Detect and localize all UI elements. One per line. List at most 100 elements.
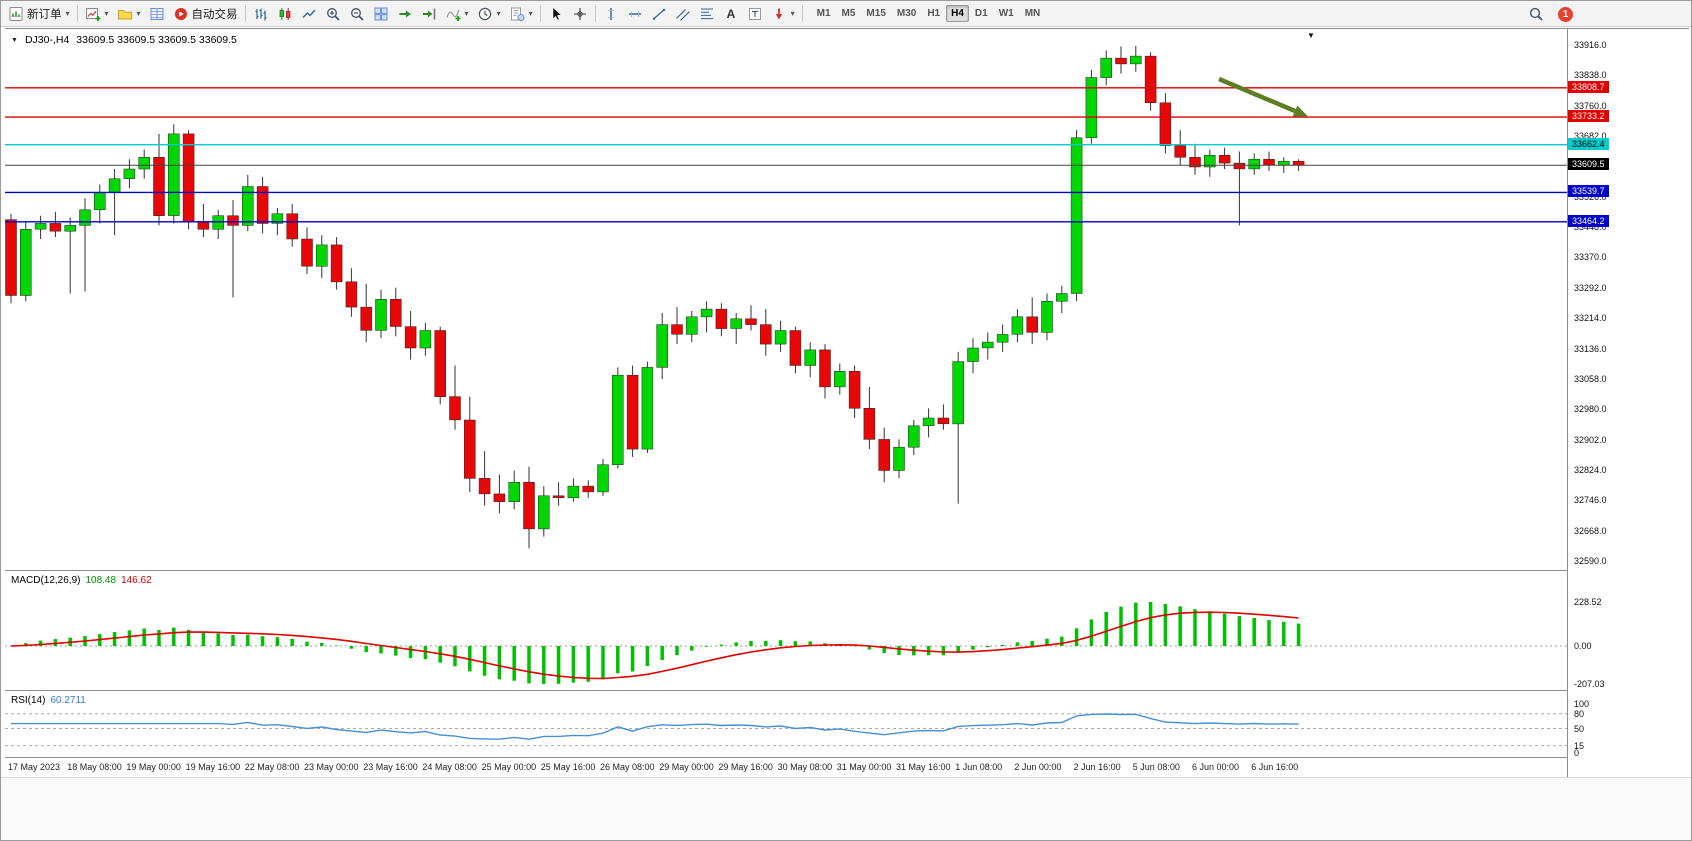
- rsi-axis-label: 0: [1574, 748, 1580, 758]
- dropdown-arrow-icon: ▾: [528, 9, 533, 18]
- time-axis-label: 26 May 08:00: [600, 762, 655, 772]
- price-level-tag: 33808.7: [1568, 80, 1609, 93]
- time-axis-label: 5 Jun 08:00: [1132, 762, 1180, 772]
- candles-group: [5, 46, 1305, 549]
- price-level-tag: 33733.2: [1568, 110, 1609, 123]
- new-order-button[interactable]: 新订单 ▾: [4, 2, 74, 25]
- toolbar: 新订单 ▾ ▾ ▾ 自动交易 ▾ ▾ ▾ A ▾ M1 M5 M15 M30 H1 H4 D1 W1 MN 1: [1, 1, 1691, 27]
- templates-button[interactable]: ▾: [505, 2, 537, 25]
- price-tick-label: 33838.0: [1574, 70, 1607, 81]
- dropdown-arrow-icon: ▾: [496, 9, 501, 18]
- one-click-trading-toggle-icon[interactable]: ▼: [11, 36, 18, 44]
- zoom-in-button[interactable]: [321, 2, 345, 25]
- new-chart-button[interactable]: ▾: [81, 2, 113, 25]
- rsi-panel[interactable]: RSI(14) 60.2711: [5, 690, 1567, 757]
- profiles-button[interactable]: ▾: [113, 2, 145, 25]
- time-axis-label: 19 May 16:00: [185, 762, 241, 772]
- new-order-icon: [9, 6, 23, 21]
- time-axis-label: 19 May 00:00: [126, 762, 181, 772]
- text-label-button[interactable]: [743, 2, 767, 25]
- arrow-shape-icon: [775, 8, 782, 19]
- price-tick-label: 32824.0: [1574, 464, 1607, 475]
- tile-windows-button[interactable]: [369, 2, 393, 25]
- fibo-icon: [700, 8, 713, 19]
- price-tick-label: 33916.0: [1574, 40, 1607, 50]
- macd-panel[interactable]: MACD(12,26,9) 108.48 146.62: [5, 570, 1567, 690]
- chart-shift-button[interactable]: [417, 2, 441, 25]
- time-axis-label: 2 Jun 00:00: [1014, 762, 1062, 772]
- fibonacci-button[interactable]: [695, 2, 719, 25]
- price-level-tag: 33464.2: [1568, 214, 1609, 227]
- chart-symbol-period: DJ30-,H4: [24, 34, 70, 46]
- chart-shift-marker-icon[interactable]: ▼: [1307, 31, 1315, 40]
- timeframe-group: M1 M5 M15 M30 H1 H4 D1 W1 MN: [812, 5, 1046, 22]
- rsi-axis-label: 15: [1574, 740, 1585, 751]
- zoom-in-icon: [326, 7, 340, 21]
- timeframe-button-m5[interactable]: M5: [841, 8, 856, 19]
- time-axis-label: 29 May 16:00: [718, 762, 773, 772]
- template-icon: [510, 7, 525, 21]
- trendline-icon: [652, 8, 665, 20]
- horizontal-line-button[interactable]: [623, 2, 647, 25]
- price-tick-label: 32668.0: [1574, 525, 1607, 536]
- crosshair-button[interactable]: [568, 2, 592, 25]
- timeframe-button-h1[interactable]: H1: [927, 8, 941, 19]
- equidistant-channel-button[interactable]: [671, 2, 695, 25]
- autotrading-button[interactable]: 自动交易: [169, 2, 242, 25]
- timeframe-button-h4[interactable]: H4: [946, 5, 969, 22]
- price-tick-label: 33760.0: [1574, 100, 1607, 111]
- main-chart-panel[interactable]: ▼ DJ30-,H4 33609.5 33609.5 33609.5 33609…: [5, 28, 1567, 570]
- auto-scroll-button[interactable]: [393, 2, 417, 25]
- price-level-tag: 33609.5: [1568, 158, 1609, 171]
- price-tick-label: 33370.0: [1574, 252, 1607, 263]
- rsi-axis-label: 80: [1574, 708, 1585, 719]
- data-window-icon: [150, 7, 164, 20]
- rsi-axis-label: 50: [1574, 723, 1585, 734]
- text-t-icon: [748, 7, 761, 20]
- price-tick-label: 33214.0: [1574, 313, 1607, 324]
- indicator-axis-label: 228.52: [1574, 597, 1602, 607]
- price-level-tag: 33539.7: [1568, 185, 1609, 198]
- rsi-value: 60.2711: [50, 695, 86, 706]
- chart-ohlc-values: 33609.5 33609.5 33609.5 33609.5: [76, 34, 237, 46]
- price-axis[interactable]: 33916.033838.033760.033682.033604.033526…: [1567, 28, 1689, 777]
- macd-svg: [5, 602, 1567, 684]
- data-window-button[interactable]: [145, 2, 169, 25]
- price-tick-label: 33292.0: [1574, 282, 1607, 293]
- timeframe-button-m1[interactable]: M1: [816, 8, 831, 19]
- candlestick-chart-button[interactable]: [273, 2, 297, 25]
- price-tick-label: 33136.0: [1574, 343, 1607, 354]
- line-chart-button[interactable]: [297, 2, 321, 25]
- level-lines-group: [5, 87, 1567, 223]
- macd-title: MACD(12,26,9): [11, 575, 81, 586]
- toolbar-right: 1: [1524, 1, 1573, 27]
- periods-button[interactable]: ▾: [473, 2, 505, 25]
- arrows-button[interactable]: ▾: [767, 2, 799, 25]
- text-button[interactable]: A: [719, 2, 743, 25]
- search-button[interactable]: [1524, 3, 1548, 26]
- bar-chart-button[interactable]: [249, 2, 273, 25]
- trendline-button[interactable]: [647, 2, 671, 25]
- timeframe-button-m15[interactable]: M15: [866, 8, 886, 19]
- time-axis-label: 30 May 08:00: [777, 762, 833, 772]
- line-icon: [302, 9, 316, 18]
- time-axis-label: 23 May 00:00: [304, 762, 359, 772]
- annotation-arrow[interactable]: [1218, 76, 1308, 117]
- notification-badge[interactable]: 1: [1558, 6, 1573, 22]
- time-axis-label: 24 May 08:00: [422, 762, 477, 772]
- timeframe-button-w1[interactable]: W1: [998, 8, 1014, 19]
- search-icon: [1529, 7, 1543, 21]
- timeframe-button-d1[interactable]: D1: [974, 8, 988, 19]
- price-tick-label: 32590.0: [1574, 556, 1607, 566]
- indicators-button[interactable]: ▾: [441, 2, 473, 25]
- main-chart-svg: [5, 46, 1567, 549]
- time-axis-label: 1 Jun 08:00: [955, 762, 1003, 772]
- timeframe-button-mn[interactable]: MN: [1024, 8, 1041, 19]
- time-axis[interactable]: 17 May 2023 18 May 08:00 19 May 00:00 19 Ma…: [5, 757, 1567, 777]
- indicator-axis-label: -207.03: [1574, 678, 1605, 689]
- time-axis-label: 23 May 16:00: [363, 762, 418, 772]
- zoom-out-button[interactable]: [345, 2, 369, 25]
- vertical-line-button[interactable]: [599, 2, 623, 25]
- timeframe-button-m30[interactable]: M30: [896, 8, 917, 19]
- cursor-button[interactable]: [544, 2, 568, 25]
